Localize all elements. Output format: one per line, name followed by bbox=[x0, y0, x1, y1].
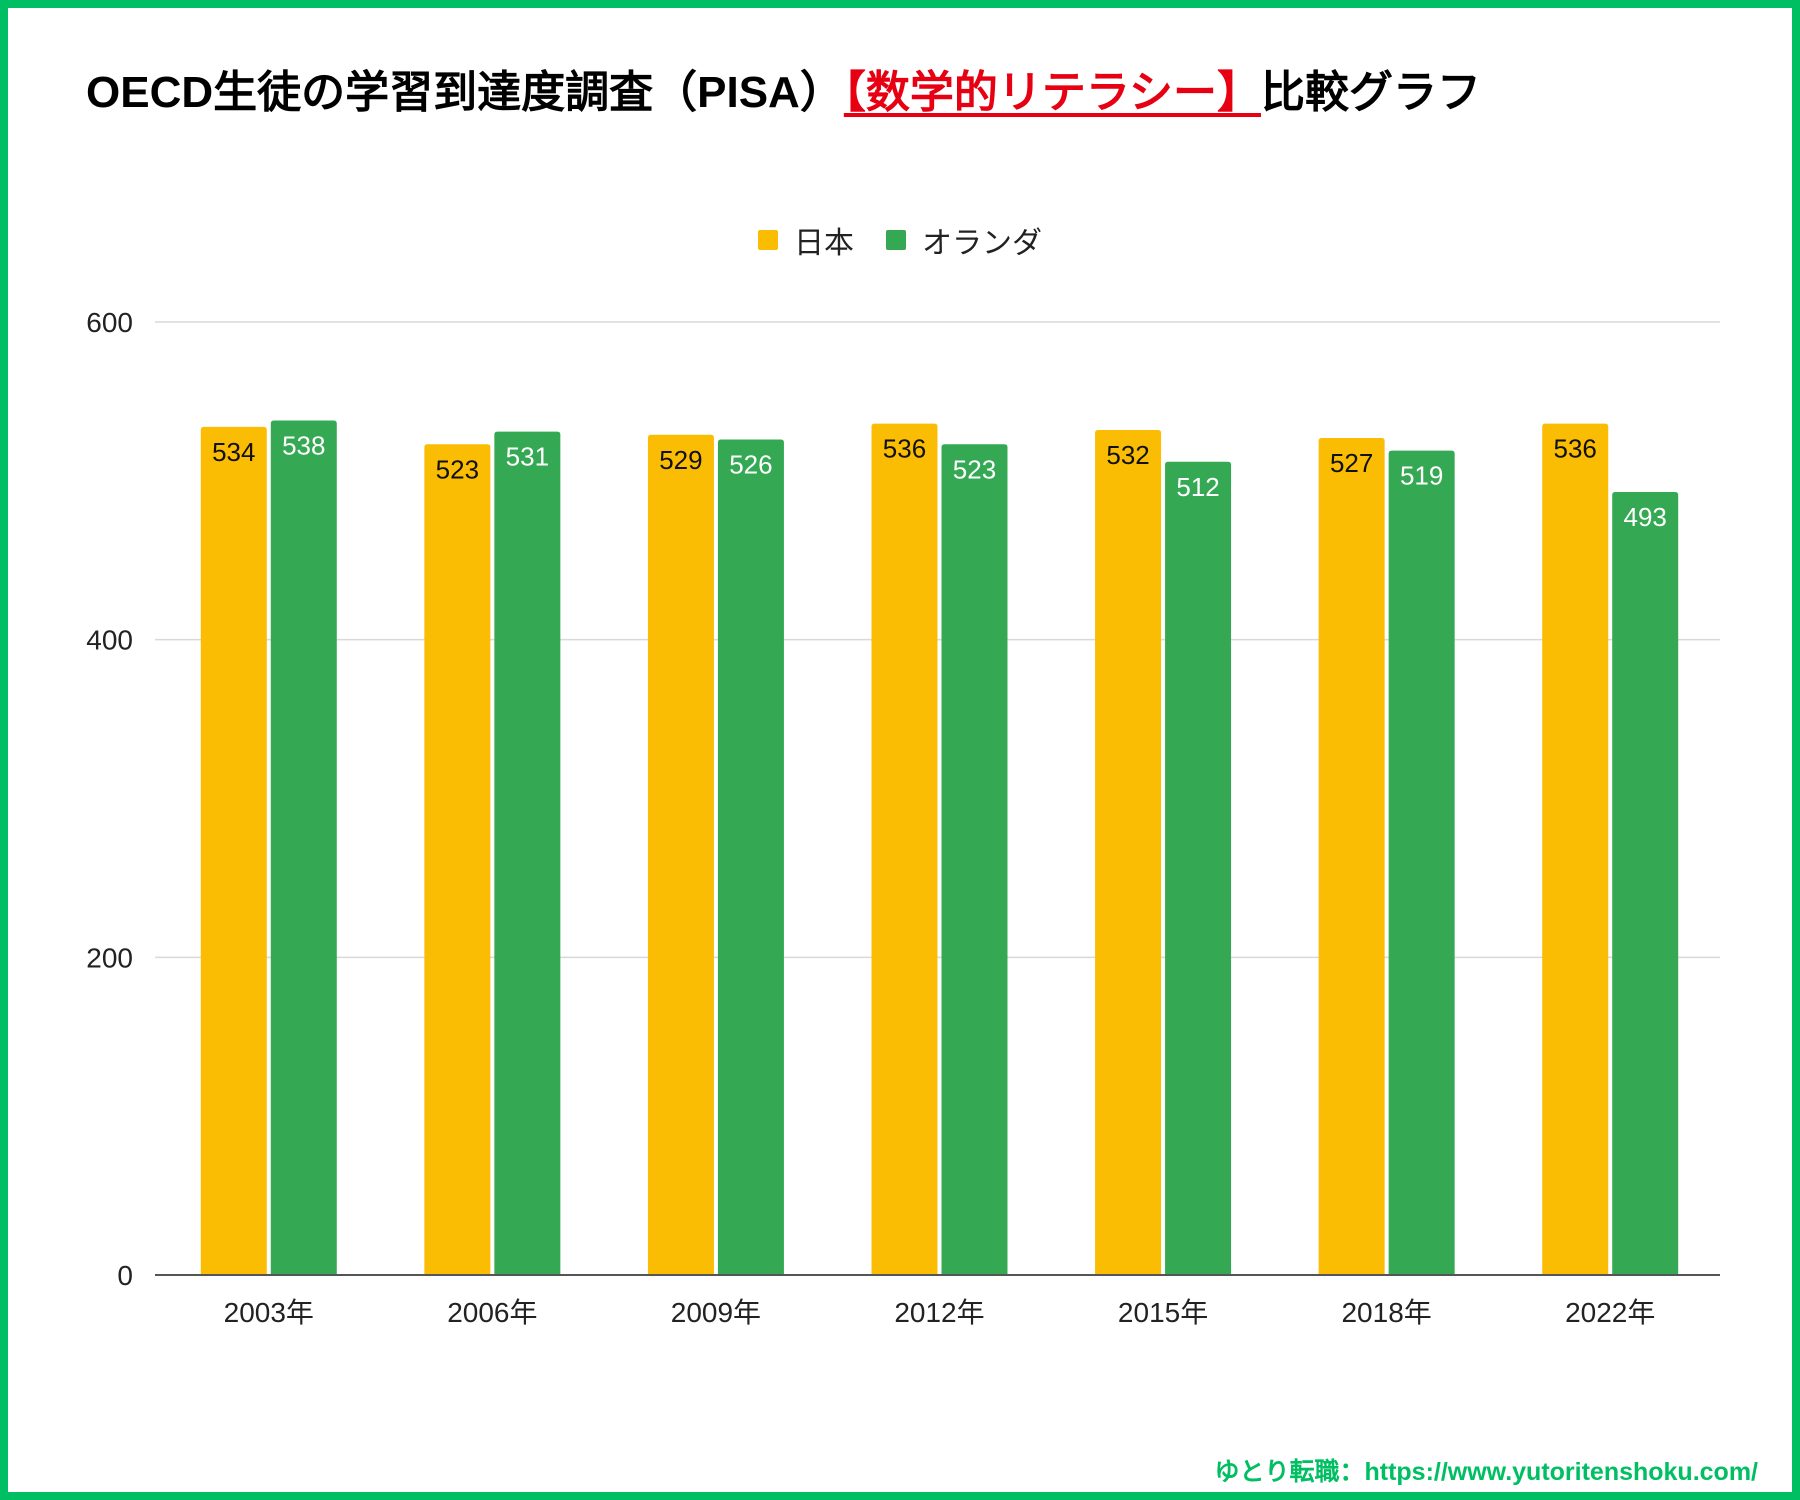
data-labels: 534 538 523 531 529 526 536 523 532 512 527 519 536 4… bbox=[212, 430, 1667, 531]
y-axis-ticks: 0 200 400 600 bbox=[86, 307, 133, 1291]
data-label: 534 bbox=[212, 437, 255, 467]
y-tick-label: 400 bbox=[86, 625, 133, 656]
chart-title: OECD生徒の学習到達度調査（PISA）【数学的リテラシー】比較グラフ bbox=[86, 56, 1481, 120]
site-credit: ゆとり転職：https://www.yutoritenshoku.com/ bbox=[1214, 1458, 1758, 1486]
data-label: 519 bbox=[1400, 461, 1443, 491]
data-label: 531 bbox=[506, 442, 549, 472]
bar-netherlands bbox=[1612, 491, 1679, 1275]
bar-japan bbox=[200, 426, 267, 1276]
legend-item-netherlands: オランダ bbox=[886, 218, 1042, 262]
x-tick-label: 2018年 bbox=[1341, 1297, 1431, 1328]
data-label: 536 bbox=[883, 434, 926, 464]
data-label: 526 bbox=[729, 450, 772, 480]
bar-netherlands bbox=[717, 439, 784, 1276]
bar-japan bbox=[424, 444, 491, 1276]
y-tick-label: 200 bbox=[86, 942, 133, 973]
bar-netherlands bbox=[270, 420, 337, 1275]
bar-netherlands bbox=[1165, 461, 1232, 1276]
data-label: 536 bbox=[1554, 434, 1597, 464]
x-tick-label: 2022年 bbox=[1565, 1297, 1655, 1328]
x-axis-ticks: 2003年 2006年 2009年 2012年 2015年 2018年 2022年 bbox=[224, 1297, 1656, 1328]
data-label: 523 bbox=[953, 454, 996, 484]
title-prefix: OECD生徒の学習到達度調査（PISA） bbox=[86, 68, 844, 117]
bar-japan bbox=[1318, 437, 1385, 1275]
legend-item-japan: 日本 bbox=[758, 218, 854, 262]
title-suffix: 比較グラフ bbox=[1260, 68, 1481, 117]
y-tick-label: 0 bbox=[117, 1260, 133, 1291]
data-label: 529 bbox=[659, 445, 702, 475]
legend-swatch-japan bbox=[758, 230, 778, 250]
data-label: 512 bbox=[1176, 472, 1219, 502]
data-label: 538 bbox=[282, 430, 325, 460]
title-highlight: 【数学的リテラシー】 bbox=[843, 68, 1261, 117]
x-tick-label: 2006年 bbox=[447, 1297, 537, 1328]
bar-netherlands bbox=[941, 444, 1008, 1276]
legend-swatch-netherlands bbox=[886, 230, 906, 250]
legend-label-netherlands: オランダ bbox=[922, 227, 1042, 260]
data-label: 493 bbox=[1624, 502, 1667, 532]
bar-netherlands bbox=[1388, 450, 1455, 1275]
bars bbox=[200, 420, 1679, 1276]
data-label: 523 bbox=[436, 454, 479, 484]
bar-japan bbox=[1095, 430, 1162, 1275]
legend-label-japan: 日本 bbox=[794, 227, 854, 260]
bar-japan bbox=[647, 434, 714, 1275]
bar-japan bbox=[871, 423, 938, 1275]
data-label: 527 bbox=[1330, 448, 1373, 478]
bar-netherlands bbox=[494, 431, 561, 1276]
x-tick-label: 2003年 bbox=[224, 1297, 314, 1328]
y-tick-label: 600 bbox=[86, 307, 133, 338]
x-tick-label: 2015年 bbox=[1118, 1297, 1208, 1328]
x-tick-label: 2012年 bbox=[894, 1297, 984, 1328]
data-label: 532 bbox=[1106, 440, 1149, 470]
bar-japan bbox=[1542, 423, 1609, 1275]
x-tick-label: 2009年 bbox=[671, 1297, 761, 1328]
legend: 日本 オランダ bbox=[0, 218, 1800, 262]
